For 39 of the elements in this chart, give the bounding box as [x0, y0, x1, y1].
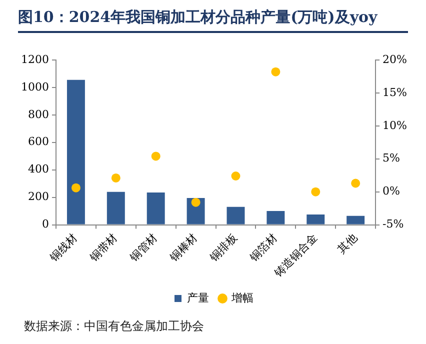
point	[191, 198, 200, 207]
bar	[266, 211, 285, 224]
y2-tick-label: 20%	[382, 52, 408, 66]
legend-label: 产量	[187, 291, 209, 304]
y2-tick-label: 10%	[382, 118, 408, 132]
y-tick-label: 200	[28, 190, 49, 204]
source-note: 数据来源：中国有色金属加工协会	[24, 318, 204, 335]
x-tick-label: 铜线材	[46, 231, 80, 265]
y2-tick-label: 15%	[382, 86, 408, 99]
bar	[346, 216, 365, 224]
x-tick-label: 其他	[334, 231, 360, 256]
point	[351, 178, 360, 188]
point	[311, 187, 320, 196]
bar	[306, 214, 325, 224]
x-tick-label: 铜带材	[86, 231, 120, 265]
bar	[106, 192, 125, 224]
point	[231, 172, 240, 180]
y-tick-label: 0	[42, 218, 49, 231]
y-tick-label: 400	[28, 162, 49, 176]
x-tick-label: 铜管材	[126, 231, 160, 265]
y-tick-label: 1200	[20, 52, 49, 66]
point	[71, 183, 80, 192]
point	[271, 67, 280, 76]
x-tick-label: 铜棒材	[166, 231, 200, 265]
point	[151, 152, 160, 161]
y-tick-label: 1000	[20, 80, 49, 94]
y-tick-label: 600	[28, 135, 49, 148]
point	[111, 173, 120, 182]
bar	[146, 192, 165, 224]
x-tick-label: 铜箔材	[246, 231, 280, 265]
chart-title: 图10：2024年我国铜加工材分品种产量(万吨)及yoy	[18, 8, 408, 33]
y2-tick-label: -5%	[382, 218, 404, 231]
y2-tick-label: 0%	[382, 184, 400, 198]
x-tick-label: 铜排板	[206, 231, 240, 265]
y2-tick-label: 5%	[382, 152, 400, 165]
bar	[66, 80, 85, 224]
y-tick-label: 800	[28, 108, 49, 121]
legend-label: 增幅	[230, 291, 254, 304]
bar	[226, 206, 245, 224]
